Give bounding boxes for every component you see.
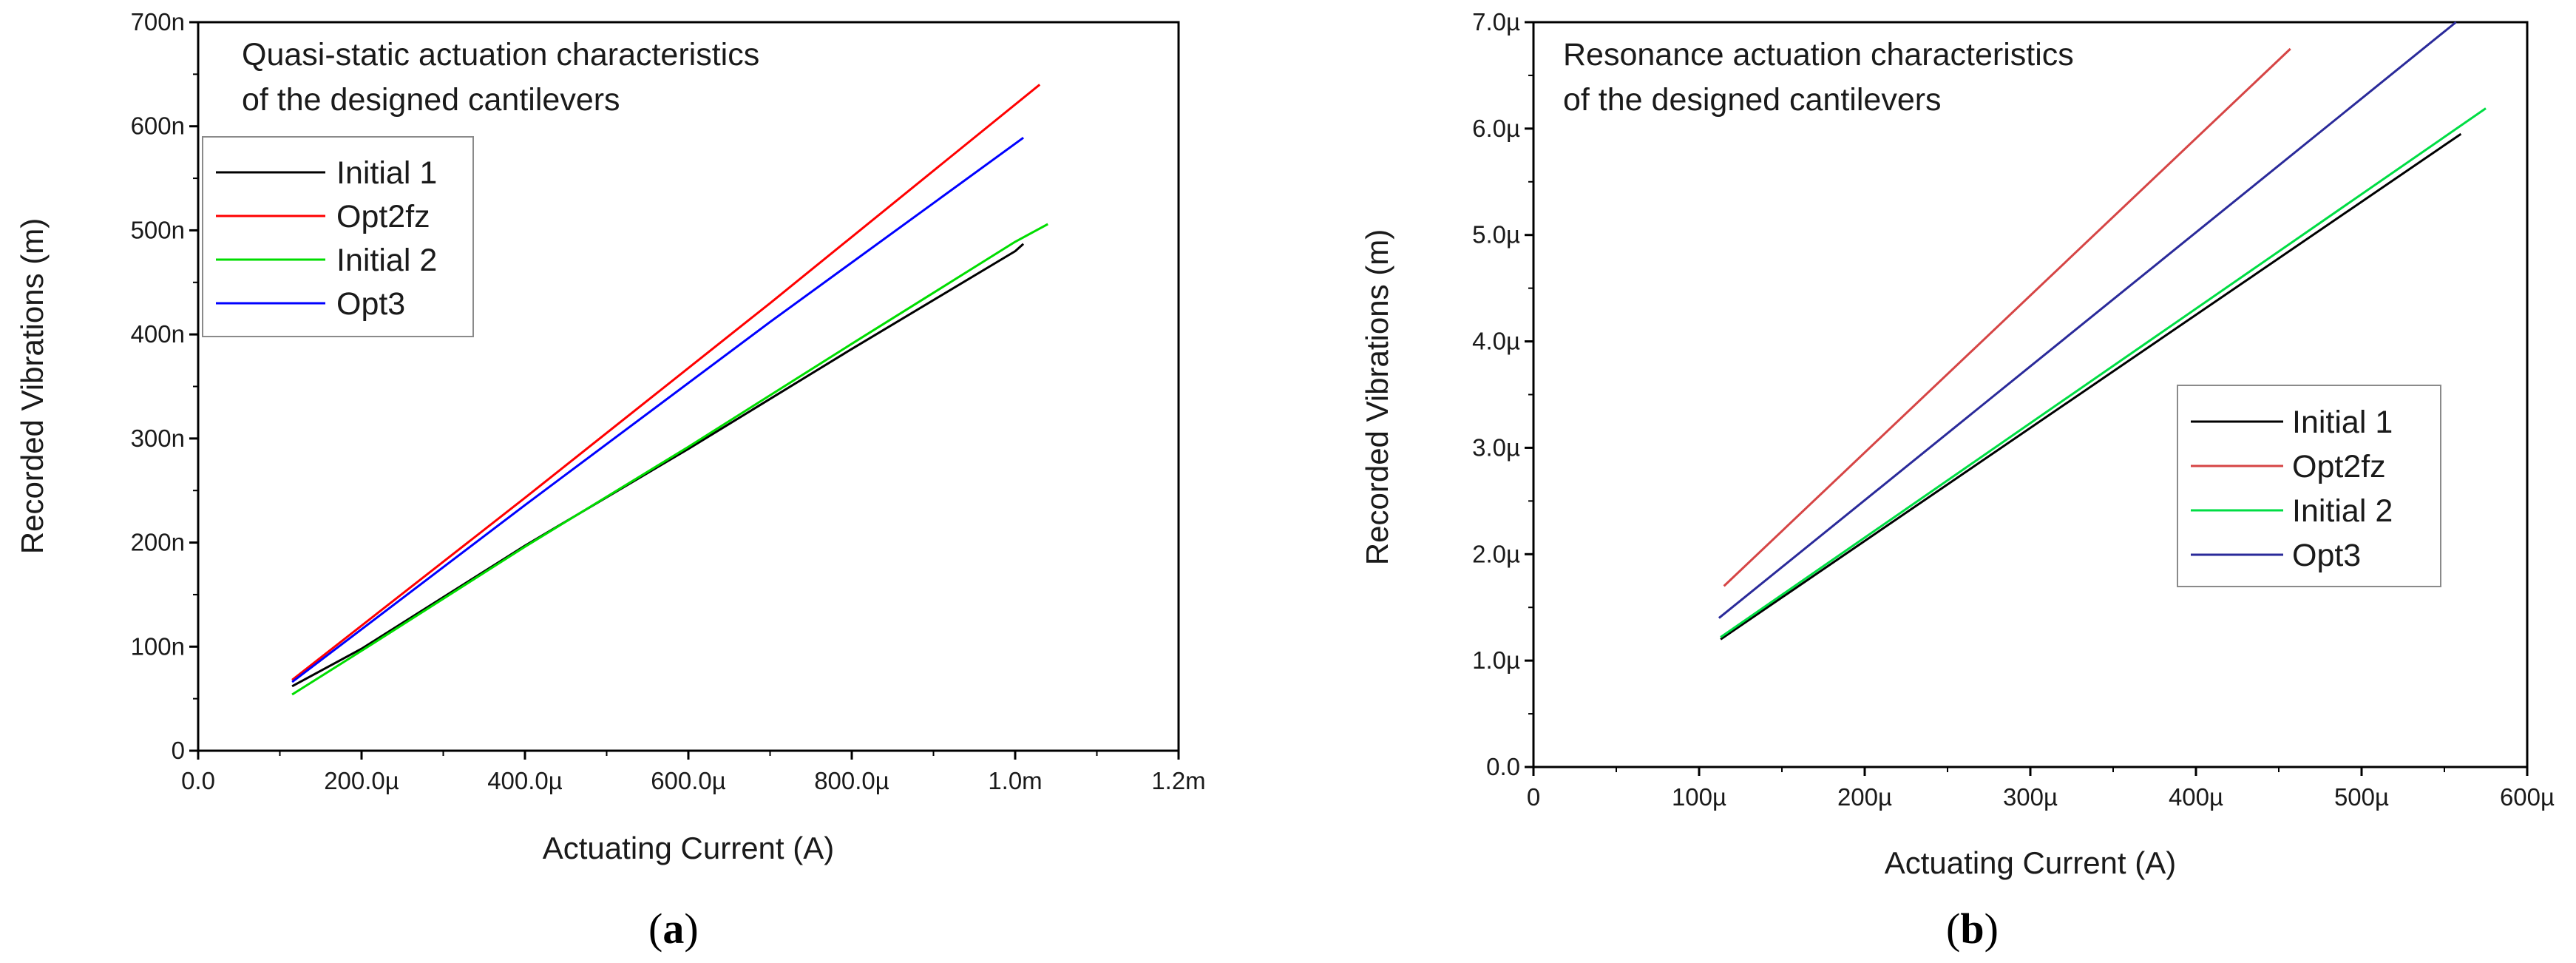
- series-line-opt3: [1718, 21, 2457, 619]
- legend-label: Opt3: [2292, 538, 2361, 573]
- legend-item: Initial 1: [2191, 405, 2393, 440]
- series-line-initial-2: [1720, 107, 2487, 638]
- panel-label: (b): [1946, 905, 1999, 953]
- x-tick-label: 200.0µ: [324, 767, 399, 794]
- legend-item: Initial 2: [2191, 493, 2393, 529]
- chart-title-line-2: of the designed cantilevers: [242, 82, 620, 118]
- series-line-initial-1: [1720, 132, 2462, 641]
- y-tick-label: 6.0µ: [1472, 115, 1520, 142]
- chart-b: 0 100µ 200µ 300µ 400µ 500µ 600µ 0.0 1.0µ 2.0µ 3.0µ…: [1360, 8, 2555, 953]
- legend-item: Opt2fz: [2191, 449, 2386, 484]
- legend-item: Opt3: [216, 286, 405, 322]
- y-axis-title: Recorded Vibrations (m): [15, 218, 50, 554]
- legend-label: Initial 2: [2292, 493, 2393, 529]
- y-tick-label: 0.0: [1486, 753, 1520, 780]
- x-tick-label: 400.0µ: [487, 767, 563, 794]
- chart-a: 0.0 200.0µ 400.0µ 600.0µ 800.0µ 1.0m 1.2m 0 100n…: [15, 8, 1206, 953]
- chart-title-line-1: Quasi-static actuation characteristics: [242, 37, 759, 72]
- y-tick-label: 0: [172, 737, 185, 764]
- legend-label: Initial 2: [336, 243, 437, 278]
- x-tick-label: 500µ: [2334, 783, 2389, 811]
- x-axis-title: Actuating Current (A): [1885, 845, 2177, 880]
- legend-label: Opt2fz: [336, 199, 430, 234]
- x-axis-title: Actuating Current (A): [543, 831, 835, 865]
- series-lines: [291, 84, 1048, 696]
- legend-item: Opt3: [2191, 538, 2361, 573]
- y-tick-label: 1.0µ: [1472, 646, 1520, 674]
- x-tick-label: 1.2m: [1151, 767, 1205, 794]
- y-tick-label: 700n: [131, 8, 185, 36]
- series-line-opt3: [291, 136, 1024, 683]
- y-tick-label: 7.0µ: [1472, 8, 1520, 36]
- legend-item: Opt2fz: [216, 199, 430, 234]
- axis-ticks: 0 100µ 200µ 300µ 400µ 500µ 600µ 0.0 1.0µ 2.0µ 3.0µ…: [1472, 8, 2555, 811]
- x-tick-label: 100µ: [1672, 783, 1726, 811]
- y-tick-label: 400n: [131, 320, 185, 348]
- legend-item: Initial 2: [216, 243, 437, 278]
- x-tick-label: 300µ: [2003, 783, 2058, 811]
- chart-title-line-1: Resonance actuation characteristics: [1563, 37, 2074, 72]
- panel-letter: a: [662, 905, 684, 953]
- legend-item: Initial 1: [216, 155, 437, 191]
- series-line-opt2fz: [1723, 47, 2291, 587]
- y-tick-label: 200n: [131, 529, 185, 556]
- series-lines: [1718, 21, 2487, 641]
- y-tick-label: 100n: [131, 632, 185, 660]
- legend-label: Initial 1: [2292, 405, 2393, 440]
- y-tick-label: 300n: [131, 425, 185, 452]
- panel-label: (a): [648, 905, 699, 953]
- y-axis-title: Recorded Vibrations (m): [1360, 229, 1394, 565]
- legend-frame: [2177, 385, 2441, 587]
- x-tick-label: 0.0: [181, 767, 215, 794]
- x-tick-label: 800.0µ: [814, 767, 889, 794]
- series-line-initial-2: [291, 223, 1048, 696]
- x-tick-label: 600µ: [2500, 783, 2555, 811]
- chart-title-line-2: of the designed cantilevers: [1563, 82, 1942, 118]
- legend: Initial 1 Opt2fz Initial 2 Opt3: [202, 136, 474, 337]
- y-tick-label: 600n: [131, 112, 185, 140]
- legend-label: Opt3: [336, 286, 405, 322]
- x-tick-label: 1.0m: [988, 767, 1042, 794]
- x-tick-label: 600.0µ: [651, 767, 726, 794]
- legend-label: Initial 1: [336, 155, 437, 191]
- panel-letter: b: [1960, 905, 1984, 953]
- x-tick-label: 200µ: [1837, 783, 1892, 811]
- y-tick-label: 500n: [131, 216, 185, 243]
- x-tick-label: 400µ: [2169, 783, 2223, 811]
- y-tick-label: 5.0µ: [1472, 221, 1520, 249]
- series-line-initial-1: [291, 243, 1025, 688]
- legend: Initial 1 Opt2fz Initial 2 Opt3: [2177, 385, 2441, 587]
- axis-ticks: 0.0 200.0µ 400.0µ 600.0µ 800.0µ 1.0m 1.2m 0 100n…: [131, 8, 1206, 794]
- y-tick-label: 3.0µ: [1472, 433, 1520, 461]
- legend-label: Opt2fz: [2292, 449, 2386, 484]
- y-tick-label: 2.0µ: [1472, 540, 1520, 567]
- x-tick-label: 0: [1527, 783, 1540, 811]
- series-line-opt2fz: [291, 84, 1041, 681]
- y-tick-label: 4.0µ: [1472, 328, 1520, 355]
